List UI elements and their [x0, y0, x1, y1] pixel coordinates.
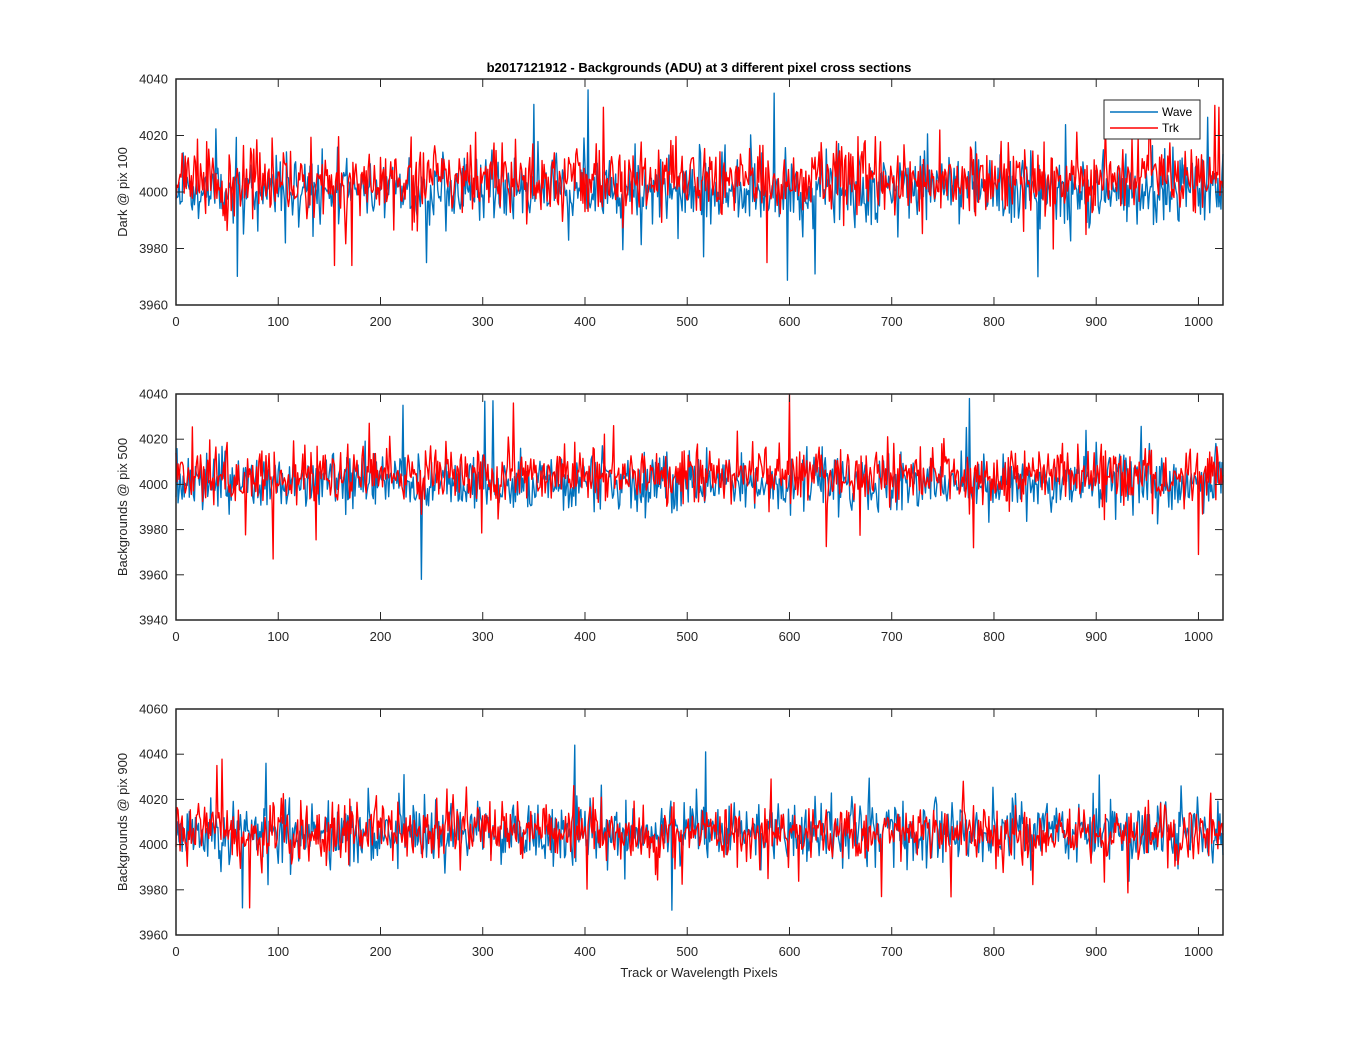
y-tick-label: 3960 — [139, 298, 168, 313]
legend: Wave Trk — [1103, 99, 1201, 140]
x-tick-label: 700 — [881, 629, 903, 644]
x-tick-label: 800 — [983, 629, 1005, 644]
x-axis-label: Track or Wavelength Pixels — [620, 965, 778, 980]
x-tick-label: 900 — [1085, 944, 1107, 959]
x-tick-label: 200 — [370, 944, 392, 959]
x-tick-label: 200 — [370, 629, 392, 644]
series-line-trk-panel-1 — [175, 393, 1224, 560]
legend-label-wave: Wave — [1162, 105, 1193, 119]
x-tick-label: 800 — [983, 314, 1005, 329]
x-tick-label: 800 — [983, 944, 1005, 959]
y-axis-label-1: Backgrounds @ pix 500 — [115, 438, 130, 576]
y-tick-label: 3960 — [139, 928, 168, 943]
y-tick-label: 4040 — [139, 72, 168, 87]
series-layer-0 — [175, 89, 1224, 281]
x-tick-label: 1000 — [1184, 629, 1213, 644]
x-tick-label: 1000 — [1184, 944, 1213, 959]
x-tick-label: 500 — [676, 944, 698, 959]
ticks-layer-0: 0 100 200 300 400 500 600 700 800 900 1000 3960 3980… — [139, 72, 1223, 329]
y-tick-label: 4000 — [139, 837, 168, 852]
legend-box — [1103, 99, 1201, 140]
ticks-layer-2: 0 100 200 300 400 500 600 700 800 900 1000 3960 3980… — [139, 702, 1223, 959]
plot-area-1 — [175, 393, 1224, 621]
legend-label-trk: Trk — [1162, 121, 1180, 135]
x-tick-label: 600 — [779, 629, 801, 644]
x-tick-label: 500 — [676, 629, 698, 644]
panel-backgrounds-pix-900: 0 100 200 300 400 500 600 700 800 900 1000 3960 3980… — [115, 702, 1224, 959]
y-tick-label: 4020 — [139, 432, 168, 447]
x-tick-label: 0 — [172, 944, 179, 959]
x-tick-label: 400 — [574, 629, 596, 644]
series-layer-1 — [175, 393, 1224, 580]
plot-border-2 — [175, 708, 1224, 936]
x-tick-label: 700 — [881, 944, 903, 959]
y-axis-label-0: Dark @ pix 100 — [115, 147, 130, 237]
y-tick-label: 4020 — [139, 792, 168, 807]
y-tick-label: 3940 — [139, 613, 168, 628]
series-layer-2 — [175, 744, 1224, 911]
x-tick-label: 0 — [172, 629, 179, 644]
x-tick-label: 700 — [881, 314, 903, 329]
series-line-trk-panel-2 — [175, 758, 1224, 909]
y-tick-label: 4000 — [139, 185, 168, 200]
y-axis-label-2: Backgrounds @ pix 900 — [115, 753, 130, 891]
y-tick-label: 3980 — [139, 882, 168, 897]
x-tick-label: 400 — [574, 944, 596, 959]
ticks-layer-1: 0 100 200 300 400 500 600 700 800 900 1000 3940 3960… — [139, 387, 1223, 644]
x-tick-label: 300 — [472, 314, 494, 329]
x-tick-label: 500 — [676, 314, 698, 329]
x-tick-label: 600 — [779, 314, 801, 329]
y-tick-label: 4000 — [139, 477, 168, 492]
y-tick-label: 4040 — [139, 747, 168, 762]
x-tick-label: 0 — [172, 314, 179, 329]
y-tick-label: 3980 — [139, 241, 168, 256]
x-tick-label: 400 — [574, 314, 596, 329]
y-tick-label: 4040 — [139, 387, 168, 402]
x-tick-label: 900 — [1085, 314, 1107, 329]
y-tick-label: 4020 — [139, 128, 168, 143]
x-tick-label: 100 — [267, 629, 289, 644]
panel-backgrounds-pix-500: 0 100 200 300 400 500 600 700 800 900 1000 3940 3960… — [115, 387, 1224, 644]
x-tick-label: 100 — [267, 944, 289, 959]
x-tick-label: 1000 — [1184, 314, 1213, 329]
x-tick-label: 900 — [1085, 629, 1107, 644]
y-tick-label: 3960 — [139, 567, 168, 582]
x-tick-label: 100 — [267, 314, 289, 329]
x-tick-label: 300 — [472, 944, 494, 959]
series-line-trk-panel-0 — [175, 104, 1224, 267]
chart-title: b2017121912 - Backgrounds (ADU) at 3 dif… — [487, 60, 912, 75]
plot-border-1 — [175, 393, 1224, 621]
y-tick-label: 3980 — [139, 522, 168, 537]
panel-dark-pix-100: 0 100 200 300 400 500 600 700 800 900 1000 3960 3980… — [115, 72, 1224, 329]
x-tick-label: 300 — [472, 629, 494, 644]
y-tick-label: 4060 — [139, 702, 168, 717]
x-tick-label: 600 — [779, 944, 801, 959]
x-tick-label: 200 — [370, 314, 392, 329]
